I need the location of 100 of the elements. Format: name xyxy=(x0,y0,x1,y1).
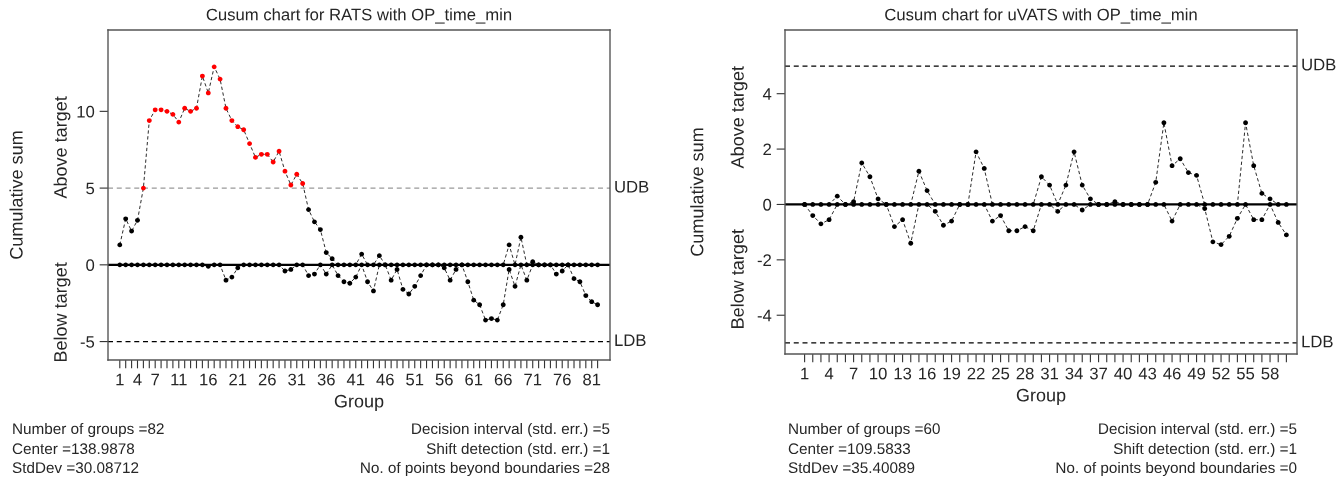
x-tick-label: 81 xyxy=(583,373,601,386)
x-tick-label: 31 xyxy=(288,373,306,386)
point xyxy=(1153,202,1159,207)
y-tick-label: 0 xyxy=(86,259,95,272)
x-tick-label: 4 xyxy=(133,373,142,386)
point xyxy=(1047,202,1052,207)
point xyxy=(908,240,914,246)
point xyxy=(1039,202,1044,207)
point xyxy=(949,202,954,207)
x-tick-label: 58 xyxy=(1261,367,1279,380)
x-tick-label: 22 xyxy=(967,367,985,380)
x-tick-label: 1 xyxy=(116,373,124,386)
point xyxy=(1161,120,1167,126)
point xyxy=(1283,232,1289,238)
x-tick-label: 11 xyxy=(171,373,187,386)
y-tick-label: 2 xyxy=(763,143,771,156)
x-tick-label: 4 xyxy=(824,367,834,380)
point xyxy=(908,202,914,207)
x-tick-label: 7 xyxy=(151,373,159,386)
point xyxy=(1161,202,1167,207)
point xyxy=(1210,202,1216,207)
y-axis-title: Cumulative sum xyxy=(690,128,704,256)
point xyxy=(1079,207,1085,213)
point xyxy=(810,213,816,218)
point xyxy=(990,202,995,207)
ref-line-label: UDB xyxy=(615,180,649,193)
x-tick-label: 26 xyxy=(258,373,276,386)
x-tick-label: 10 xyxy=(870,367,887,380)
point xyxy=(1185,170,1191,176)
point xyxy=(1234,202,1240,207)
x-tick-label: 52 xyxy=(1212,367,1230,380)
x-axis-title: Group xyxy=(334,394,384,412)
text: Shift detection (std. err.) =1 xyxy=(426,442,610,458)
x-tick-label: 36 xyxy=(317,373,335,386)
text: Above target xyxy=(53,96,71,199)
ref-line-label: LDB xyxy=(1302,335,1333,348)
x-tick-label: 34 xyxy=(1065,367,1083,380)
x-tick-label: 49 xyxy=(1187,367,1206,380)
point xyxy=(1177,156,1183,162)
x-tick-label: 7 xyxy=(849,367,858,380)
point xyxy=(1226,202,1232,207)
x-tick-label: 13 xyxy=(894,367,912,380)
point xyxy=(998,202,1003,207)
text: Decision interval (std. err.) =5 xyxy=(412,422,610,438)
x-tick-label: 37 xyxy=(1089,367,1107,380)
y-tick-label: -4 xyxy=(757,309,772,322)
point xyxy=(810,202,816,207)
x-tick-label: 28 xyxy=(1016,367,1034,380)
point xyxy=(1202,206,1208,212)
point xyxy=(1243,202,1248,207)
x-tick-label: 21 xyxy=(229,373,247,386)
x-tick-label: 66 xyxy=(494,373,512,386)
point xyxy=(1275,202,1281,207)
x-axis-title: Group xyxy=(1016,388,1066,406)
point xyxy=(834,202,840,207)
point xyxy=(941,222,946,228)
point xyxy=(981,166,987,171)
point xyxy=(1194,202,1199,207)
point xyxy=(932,208,938,214)
y-tick-label: 4 xyxy=(762,88,772,100)
text: Below target xyxy=(730,229,748,328)
x-tick-label: 31 xyxy=(1040,367,1059,380)
y-tick-label: -5 xyxy=(80,336,95,348)
point xyxy=(1079,182,1085,188)
point xyxy=(1275,220,1281,225)
x-tick-label: 56 xyxy=(435,373,453,386)
text: No. of points beyond boundaries =0 xyxy=(1056,461,1297,477)
text: Decision interval (std. err.) =5 xyxy=(1099,422,1297,438)
point xyxy=(1177,202,1183,207)
point xyxy=(892,224,897,230)
ref-line-label: LDB xyxy=(615,334,646,346)
chart-title: Cusum chart for RATS with OP_time_min xyxy=(206,8,512,24)
point xyxy=(1006,228,1012,234)
point xyxy=(834,193,840,199)
point xyxy=(859,160,865,166)
text: Center =138.9878 xyxy=(12,443,135,455)
x-tick-label: 55 xyxy=(1236,367,1255,380)
point xyxy=(892,202,897,207)
point xyxy=(1226,233,1232,239)
point xyxy=(1055,202,1061,207)
point xyxy=(1055,208,1061,214)
text: Number of groups =60 xyxy=(789,422,940,438)
point xyxy=(867,174,873,180)
point xyxy=(941,202,946,207)
x-tick-label: 46 xyxy=(376,373,394,386)
point xyxy=(900,202,905,207)
point xyxy=(900,217,905,223)
point xyxy=(1283,202,1289,207)
text: No. of points beyond boundaries =28 xyxy=(361,461,610,477)
chart-title: Cusum chart for uVATS with OP_time_min xyxy=(885,8,1197,24)
x-tick-label: 40 xyxy=(1114,367,1132,380)
text: Center =109.5833 xyxy=(788,443,911,455)
point xyxy=(932,202,938,207)
point xyxy=(916,168,922,174)
point xyxy=(1006,202,1012,207)
point xyxy=(1259,217,1265,223)
y-tick-label: 0 xyxy=(763,198,772,211)
point xyxy=(1088,202,1093,207)
point xyxy=(1014,228,1020,234)
point xyxy=(1243,120,1248,126)
